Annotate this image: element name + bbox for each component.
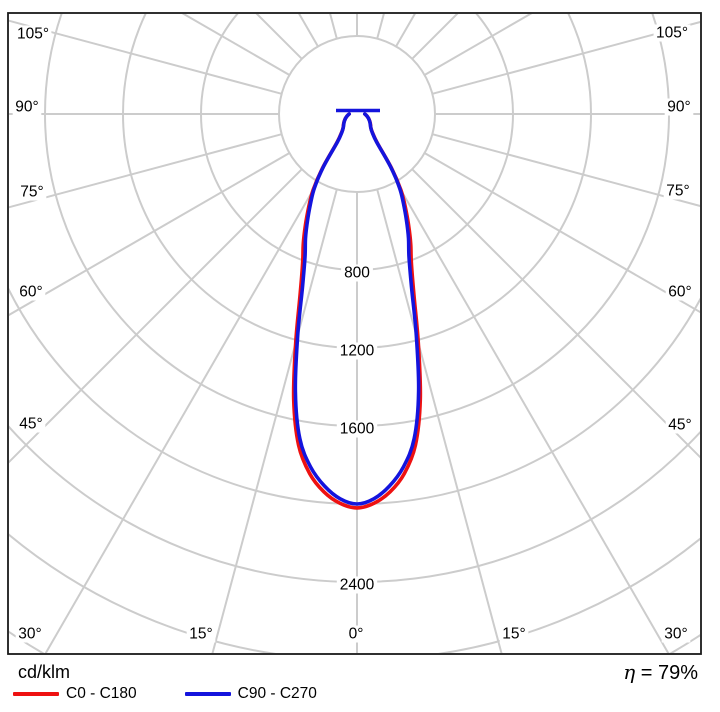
- grid-ring: [9, 533, 700, 653]
- angle-label-bg: [665, 283, 695, 301]
- angle-label-bg: [16, 415, 46, 433]
- angle-label-bg: [17, 183, 47, 201]
- units-label: cd/klm: [18, 662, 71, 682]
- grid-spoke: [9, 168, 303, 464]
- grid-spoke: [424, 152, 700, 314]
- efficiency-value: η = 79%: [623, 660, 698, 684]
- grid-spoke: [432, 21, 700, 95]
- ring-tick-label: 1200: [340, 343, 375, 360]
- chart-footer: cd/klm C0 - C180 C90 - C270 η = 79%: [0, 654, 720, 712]
- ring-label-bg: [341, 264, 373, 282]
- ring-tick-label: 1600: [340, 421, 375, 438]
- ring-label-bg: [336, 576, 378, 594]
- angle-label-bg: [653, 24, 691, 42]
- angle-tick-label: 30°: [18, 626, 41, 643]
- angle-label-bg: [664, 98, 694, 116]
- angle-label-bg: [14, 25, 52, 43]
- legend-line-c90-c270: [184, 692, 231, 696]
- angle-tick-label: 90°: [15, 99, 38, 116]
- polar-chart-canvas: 800 1200 1600 2400 105° 90° 75° 60° 45° 30° 15° 0° 1…: [7, 12, 702, 655]
- grid-spoke: [44, 181, 319, 653]
- angle-label-bg: [16, 283, 46, 301]
- angle-label-bg: [661, 625, 691, 643]
- angle-tick-label: 30°: [664, 626, 687, 643]
- grid-spoke: [9, 19, 282, 95]
- angle-label-bg: [15, 625, 45, 643]
- angle-label-bg: [12, 98, 42, 116]
- angle-label-bg: [665, 416, 695, 434]
- angle-tick-label: 90°: [667, 99, 690, 116]
- angle-label-bg: [345, 625, 367, 643]
- legend-label-c0-c180: C0 - C180: [66, 685, 137, 702]
- grid-ring: [9, 630, 700, 653]
- grid-spoke: [411, 168, 700, 459]
- angle-tick-label: 0°: [349, 626, 364, 643]
- angle-tick-label: 75°: [20, 184, 43, 201]
- angle-tick-label: 15°: [189, 626, 212, 643]
- curve-c90-c270: [293, 112, 421, 506]
- legend-label-c90-c270: C90 - C270: [237, 685, 317, 702]
- photometric-polar-diagram: 800 1200 1600 2400 105° 90° 75° 60° 45° 30° 15° 0° 1…: [7, 12, 702, 655]
- angle-label-bg: [663, 182, 693, 200]
- angle-tick-label: 60°: [19, 284, 42, 301]
- grid-ring: [9, 425, 700, 583]
- angle-tick-label: 60°: [668, 284, 691, 301]
- angle-label-bg: [499, 625, 529, 643]
- angle-tick-label: 45°: [19, 416, 42, 433]
- polar-grid: [9, 14, 700, 653]
- ring-tick-label: 800: [344, 265, 370, 282]
- ring-label-bg: [336, 420, 378, 438]
- angle-tick-label: 75°: [666, 183, 689, 200]
- angle-tick-label: 45°: [668, 417, 691, 434]
- grid-spoke: [395, 181, 670, 653]
- chart-border: [7, 12, 702, 655]
- grid-ring: [278, 35, 436, 193]
- ring-tick-label: 2400: [340, 577, 375, 594]
- ring-label-bg: [336, 342, 378, 360]
- legend: C0 - C180 C90 - C270: [13, 684, 317, 704]
- angle-tick-label: 105°: [656, 25, 688, 42]
- angle-tick-label: 15°: [502, 626, 525, 643]
- angle-label-bg: [186, 625, 216, 643]
- legend-line-c0-c180: [13, 692, 59, 696]
- grid-spoke: [432, 133, 700, 207]
- grid-spoke: [9, 133, 282, 209]
- angle-tick-label: 105°: [17, 26, 49, 43]
- grid-spoke: [9, 152, 290, 317]
